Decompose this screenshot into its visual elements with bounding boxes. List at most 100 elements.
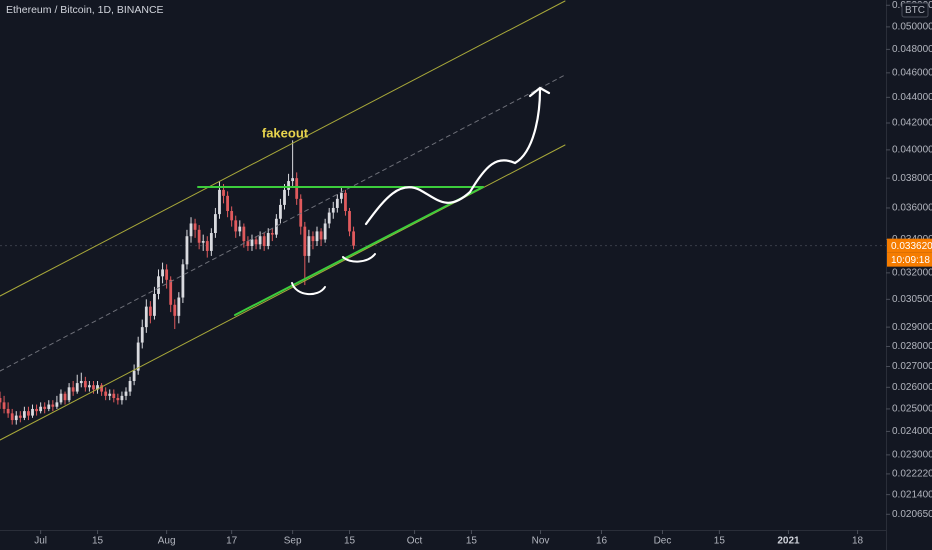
- y-tick-label: 0.038000: [892, 173, 932, 184]
- y-tick-label: 0.044000: [892, 92, 932, 103]
- chart-title: Ethereum / Bitcoin, 1D, BINANCE: [6, 4, 164, 16]
- candle-body: [59, 393, 63, 403]
- countdown-badge: [887, 252, 932, 267]
- candle-body: [287, 181, 290, 190]
- channel-middle: [0, 74, 566, 372]
- candle-body: [307, 236, 311, 256]
- y-tick-label: 0.024000: [892, 426, 932, 437]
- y-tick-label: 0.025000: [892, 404, 932, 415]
- candle-body: [51, 404, 55, 407]
- candle-body: [31, 408, 34, 416]
- candle-body: [181, 264, 185, 298]
- currency-badge: [901, 2, 929, 18]
- candle-body: [319, 231, 323, 240]
- candle-body: [185, 236, 189, 265]
- candle-body: [262, 236, 266, 246]
- candle-body: [35, 408, 38, 412]
- y-tick-label: 0.030500: [892, 294, 932, 305]
- candle-body: [0, 398, 2, 403]
- x-tick-label: Dec: [654, 536, 672, 547]
- candle-body: [177, 297, 181, 316]
- candle-body: [10, 413, 14, 421]
- candle-body: [43, 406, 47, 409]
- candle-body: [214, 214, 217, 234]
- y-tick-label: 0.022220: [892, 469, 932, 480]
- candle-body: [132, 370, 136, 381]
- candle-body: [153, 293, 156, 316]
- x-tick-label: 16: [596, 536, 608, 547]
- x-tick-label: 15: [466, 536, 478, 547]
- candle-body: [254, 239, 258, 245]
- candle-body: [136, 342, 140, 371]
- candle-body: [335, 198, 339, 208]
- candle-body: [79, 380, 83, 384]
- candle-body: [157, 276, 160, 294]
- candle-body: [344, 192, 347, 212]
- candle-body: [27, 411, 30, 416]
- candle-body: [299, 198, 303, 227]
- x-tick-label: Aug: [158, 536, 176, 547]
- candle-body: [209, 233, 213, 251]
- candle-body: [18, 415, 22, 418]
- candle-body: [315, 231, 319, 242]
- candle-body: [124, 391, 128, 396]
- x-tick-label: 15: [714, 536, 726, 547]
- x-tick-label: 15: [344, 536, 356, 547]
- y-tick-label: 0.050000: [892, 22, 932, 33]
- candle-body: [169, 279, 173, 305]
- x-tick-label: Sep: [284, 536, 302, 547]
- candle-body: [193, 223, 197, 230]
- y-tick-label: 0.029000: [892, 322, 932, 333]
- candle-body: [201, 241, 205, 243]
- candle-body: [88, 385, 91, 388]
- x-tick-label: Jul: [34, 536, 47, 547]
- arc-retest: [342, 253, 376, 263]
- candle-body: [331, 207, 335, 213]
- x-tick-label: 18: [852, 536, 864, 547]
- annotation-text: fakeout: [262, 125, 309, 140]
- candle-body: [246, 241, 250, 246]
- candle-body: [283, 189, 286, 205]
- candle-body: [226, 195, 229, 212]
- candle-body: [165, 269, 169, 280]
- candle-body: [148, 306, 152, 316]
- candle-body: [75, 383, 79, 392]
- candle-body: [258, 236, 262, 245]
- last-price-badge: [887, 238, 932, 253]
- candle-body: [112, 393, 116, 399]
- candle-body: [104, 391, 108, 396]
- candle-body: [279, 204, 282, 219]
- drawings: [0, 0, 566, 441]
- candle-body: [234, 220, 238, 232]
- support-trendline: [234, 186, 484, 316]
- candle-body: [197, 229, 201, 243]
- y-tick-label: 0.028000: [892, 341, 932, 352]
- candle-body: [39, 406, 43, 412]
- y-tick-label: 0.048000: [892, 44, 932, 55]
- candle-body: [205, 241, 209, 251]
- candle-body: [173, 304, 177, 316]
- candle-body: [47, 404, 51, 409]
- candle-body: [116, 398, 120, 401]
- candle-body: [120, 395, 124, 401]
- x-tick-label: 2021: [777, 536, 800, 547]
- candle-body: [83, 380, 87, 388]
- candle-body: [128, 380, 132, 392]
- candle-body: [266, 233, 270, 246]
- plot-area: [0, 140, 886, 425]
- candle-body: [71, 387, 75, 392]
- candle-body: [140, 327, 144, 343]
- y-tick-label: 0.040000: [892, 145, 932, 156]
- candle-body: [222, 189, 225, 196]
- x-tick-label: Nov: [532, 536, 550, 547]
- y-tick-label: 0.026000: [892, 382, 932, 393]
- candle-body: [311, 236, 315, 242]
- countdown-label: 10:09:18: [891, 255, 930, 266]
- candle-body: [108, 393, 112, 396]
- candle-body: [327, 212, 331, 224]
- time-axis-panel: [0, 530, 886, 550]
